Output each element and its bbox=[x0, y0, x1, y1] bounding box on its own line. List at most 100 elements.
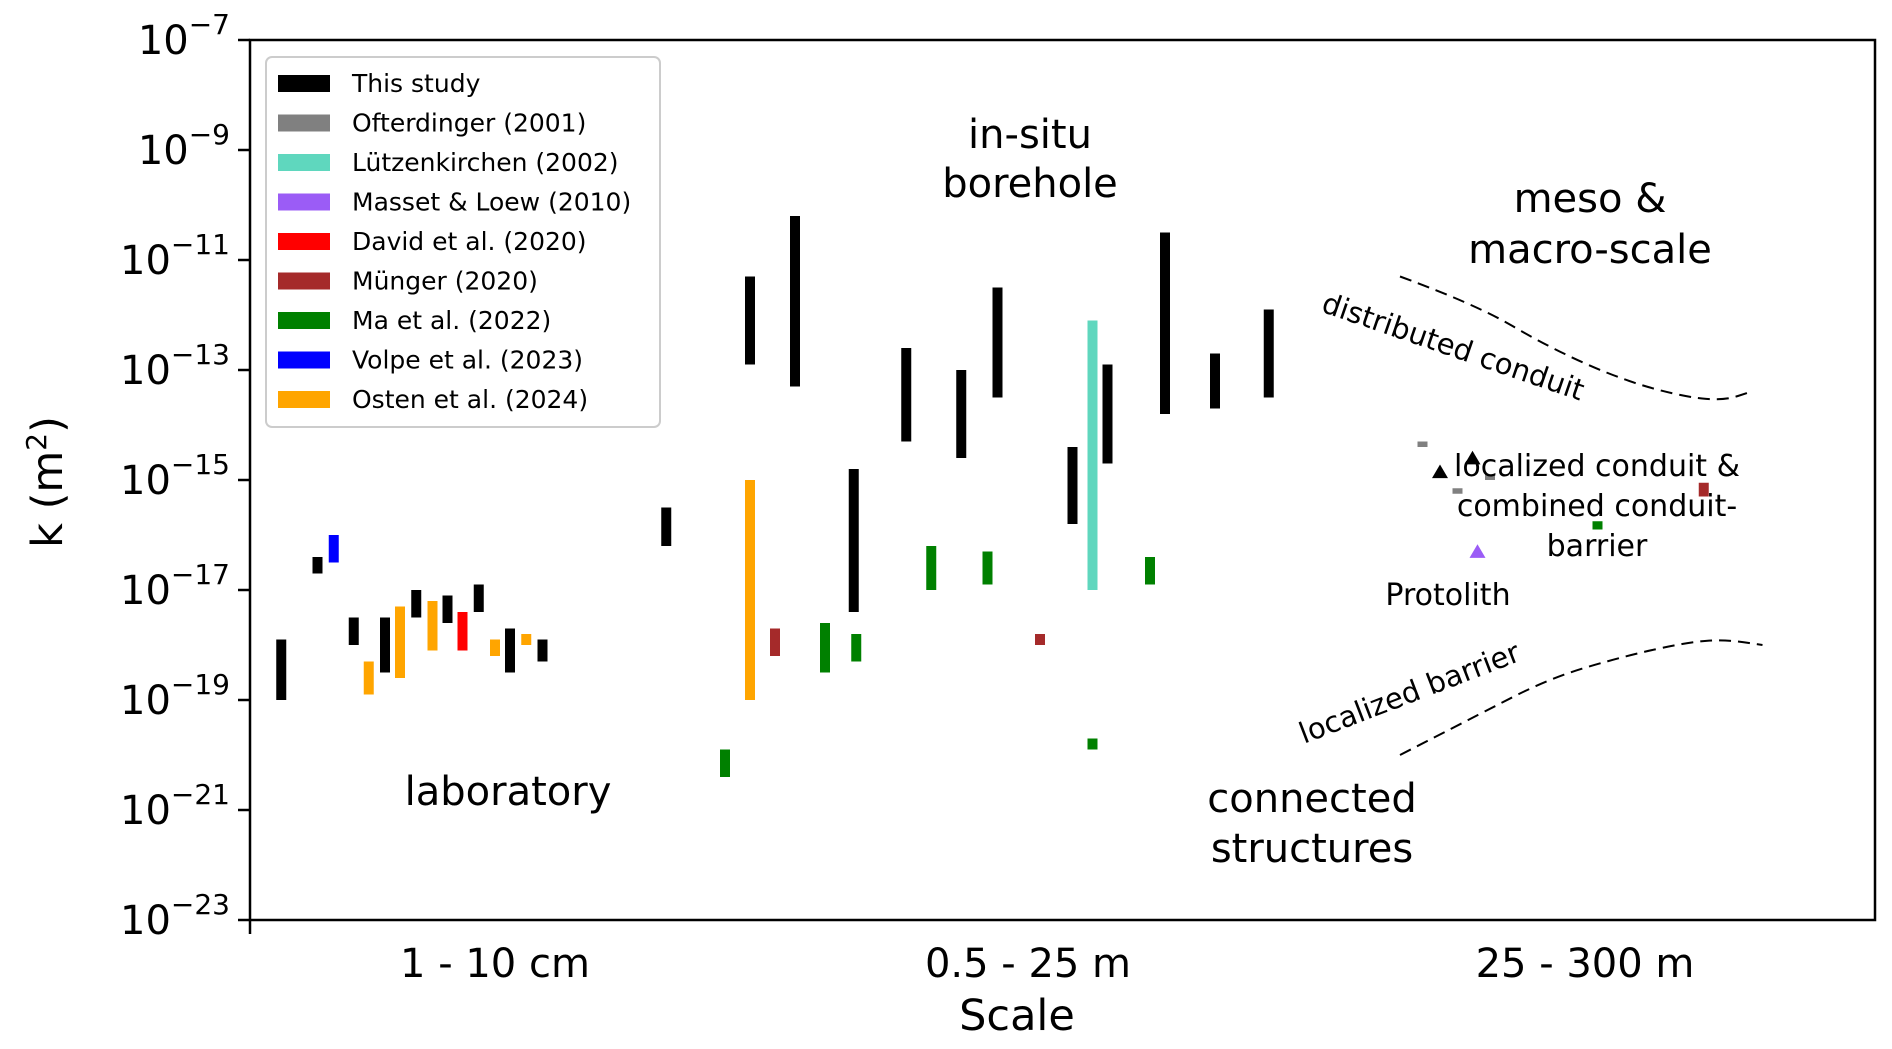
range-bar bbox=[745, 480, 755, 700]
y-tick-label: 10−23 bbox=[120, 888, 230, 944]
range-bar bbox=[926, 546, 937, 590]
range-bar bbox=[505, 628, 515, 673]
y-tick-label: 10−7 bbox=[138, 8, 230, 64]
range-bar bbox=[1452, 488, 1463, 494]
y-axis-ticks: 10−7 10−9 10−11 10−13 10−15 10−17 10−19 10−21 10… bbox=[120, 8, 250, 944]
range-bar bbox=[745, 276, 755, 365]
range-bar bbox=[1067, 447, 1078, 524]
legend-label: Lützenkirchen (2002) bbox=[352, 148, 619, 177]
range-bar bbox=[1485, 474, 1495, 480]
x-axis-categories: 1 - 10 cm 0.5 - 25 m 25 - 300 m bbox=[400, 941, 1694, 987]
range-bar bbox=[380, 617, 390, 673]
range-bar bbox=[956, 370, 967, 458]
range-bar bbox=[661, 507, 672, 546]
triangle-markers bbox=[1432, 450, 1486, 558]
range-bar bbox=[1102, 364, 1113, 464]
legend-label: Volpe et al. (2023) bbox=[352, 346, 583, 375]
range-bar bbox=[490, 639, 500, 656]
range-bar bbox=[1087, 738, 1098, 750]
boundary-curves bbox=[1399, 275, 1763, 756]
x-axis-title: Scale bbox=[959, 991, 1075, 1041]
legend-label: This study bbox=[351, 69, 481, 98]
range-bar bbox=[820, 623, 830, 673]
legend-label: David et al. (2020) bbox=[352, 227, 587, 256]
range-bar bbox=[442, 595, 453, 623]
range-bar bbox=[276, 639, 287, 700]
legend-swatch bbox=[278, 233, 330, 250]
range-bar bbox=[1263, 309, 1274, 398]
annotation-protolith: Protolith bbox=[1385, 578, 1510, 613]
annotation-laboratory: laboratory bbox=[405, 769, 612, 815]
range-bar bbox=[521, 634, 532, 645]
range-bar bbox=[1087, 320, 1098, 590]
annotation-insitu-line2: borehole bbox=[942, 161, 1118, 207]
range-bar bbox=[1145, 557, 1155, 585]
annotation-localized-conduit-line1: localized conduit & bbox=[1454, 449, 1740, 484]
range-bar bbox=[848, 469, 859, 612]
legend-swatch bbox=[278, 154, 330, 171]
range-bar bbox=[348, 617, 359, 645]
legend-swatch bbox=[278, 114, 330, 132]
y-tick-label: 10−19 bbox=[120, 668, 230, 724]
range-bar bbox=[312, 557, 323, 574]
legend-swatch bbox=[278, 75, 330, 92]
range-bar bbox=[790, 216, 800, 387]
range-bar bbox=[1210, 353, 1220, 409]
range-bar bbox=[901, 348, 912, 442]
legend-swatch bbox=[278, 391, 330, 408]
range-bar bbox=[328, 535, 339, 563]
range-bar bbox=[363, 661, 374, 695]
y-tick-label: 10−9 bbox=[138, 118, 230, 174]
range-bar bbox=[457, 612, 468, 651]
boundary-curve bbox=[1399, 275, 1751, 401]
x-category-label: 25 - 300 m bbox=[1476, 941, 1695, 987]
range-bar bbox=[395, 606, 405, 678]
triangle-marker bbox=[1432, 464, 1448, 479]
annotation-meso-line1: meso & bbox=[1514, 176, 1667, 222]
y-tick-label: 10−13 bbox=[120, 338, 230, 394]
range-bar bbox=[537, 639, 548, 662]
annotation-insitu-line1: in-situ bbox=[968, 112, 1092, 158]
range-bar bbox=[427, 601, 438, 651]
triangle-marker bbox=[1464, 450, 1481, 465]
x-category-label: 1 - 10 cm bbox=[400, 941, 590, 987]
annotation-meso-line2: macro-scale bbox=[1468, 227, 1712, 273]
x-category-label: 0.5 - 25 m bbox=[925, 941, 1131, 987]
triangle-marker bbox=[1469, 544, 1486, 558]
legend-swatch bbox=[278, 351, 330, 369]
annotation-connected-line1: connected bbox=[1207, 776, 1416, 822]
legend-label: Masset & Loew (2010) bbox=[352, 188, 631, 217]
range-bar bbox=[473, 584, 484, 612]
y-axis-title: k (m2) bbox=[20, 416, 73, 548]
y-tick-label: 10−15 bbox=[120, 448, 230, 504]
range-bar bbox=[770, 628, 780, 656]
range-bar bbox=[992, 287, 1003, 398]
legend-label: Ma et al. (2022) bbox=[352, 306, 551, 335]
annotation-localized-conduit-line3: barrier bbox=[1547, 529, 1648, 564]
y-tick-label: 10−11 bbox=[120, 228, 230, 284]
legend-label: Münger (2020) bbox=[352, 267, 538, 296]
range-bar bbox=[1160, 232, 1170, 414]
legend-swatch bbox=[278, 312, 330, 329]
annotation-localized-conduit-line2: combined conduit- bbox=[1457, 489, 1737, 524]
legend-label: Osten et al. (2024) bbox=[352, 385, 588, 414]
range-bar bbox=[411, 590, 422, 618]
y-tick-label: 10−21 bbox=[120, 778, 230, 834]
legend-swatch bbox=[278, 272, 330, 290]
annotation-connected-line2: structures bbox=[1211, 826, 1413, 872]
range-bar bbox=[720, 749, 730, 777]
range-bars bbox=[276, 216, 1709, 777]
legend: This study Ofterdinger (2001) Lützenkirche… bbox=[265, 56, 661, 428]
legend-items: This study Ofterdinger (2001) Lützenkirche… bbox=[278, 69, 631, 414]
range-bar bbox=[1417, 441, 1428, 447]
range-bar bbox=[1035, 634, 1045, 645]
legend-box bbox=[265, 56, 661, 428]
range-bar bbox=[1698, 482, 1709, 497]
y-tick-label: 10−17 bbox=[120, 558, 230, 614]
range-bar bbox=[851, 634, 862, 662]
legend-label: Ofterdinger (2001) bbox=[352, 109, 586, 138]
range-bar bbox=[1592, 521, 1603, 530]
legend-swatch bbox=[278, 193, 330, 211]
range-bar bbox=[982, 551, 993, 585]
